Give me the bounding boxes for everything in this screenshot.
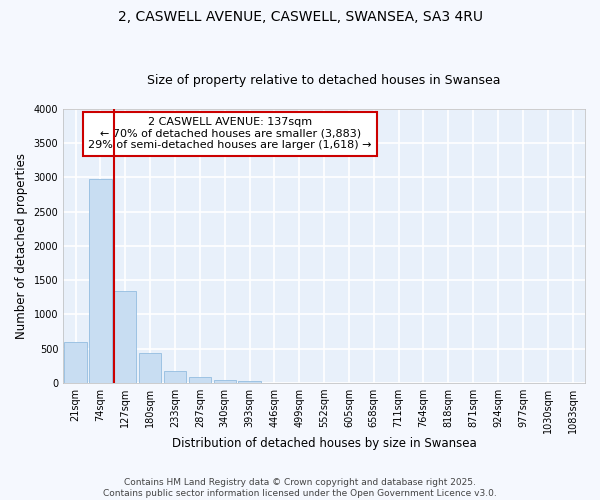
Bar (114, 291, 136, 382)
Bar (139, 352, 161, 382)
Text: Contains HM Land Registry data © Crown copyright and database right 2025.
Contai: Contains HM Land Registry data © Crown c… (103, 478, 497, 498)
Bar (188, 377, 211, 382)
Bar (89, 179, 112, 382)
Bar (164, 372, 186, 382)
Text: 2 CASWELL AVENUE: 137sqm
← 70% of detached houses are smaller (3,883)
29% of sem: 2 CASWELL AVENUE: 137sqm ← 70% of detach… (88, 117, 372, 150)
Bar (214, 380, 236, 382)
Bar (64, 342, 87, 382)
Bar (238, 381, 261, 382)
Y-axis label: Number of detached properties: Number of detached properties (15, 153, 28, 339)
X-axis label: Distribution of detached houses by size in Swansea: Distribution of detached houses by size … (172, 437, 476, 450)
Text: 2, CASWELL AVENUE, CASWELL, SWANSEA, SA3 4RU: 2, CASWELL AVENUE, CASWELL, SWANSEA, SA3… (118, 10, 482, 24)
Title: Size of property relative to detached houses in Swansea: Size of property relative to detached ho… (148, 74, 501, 87)
